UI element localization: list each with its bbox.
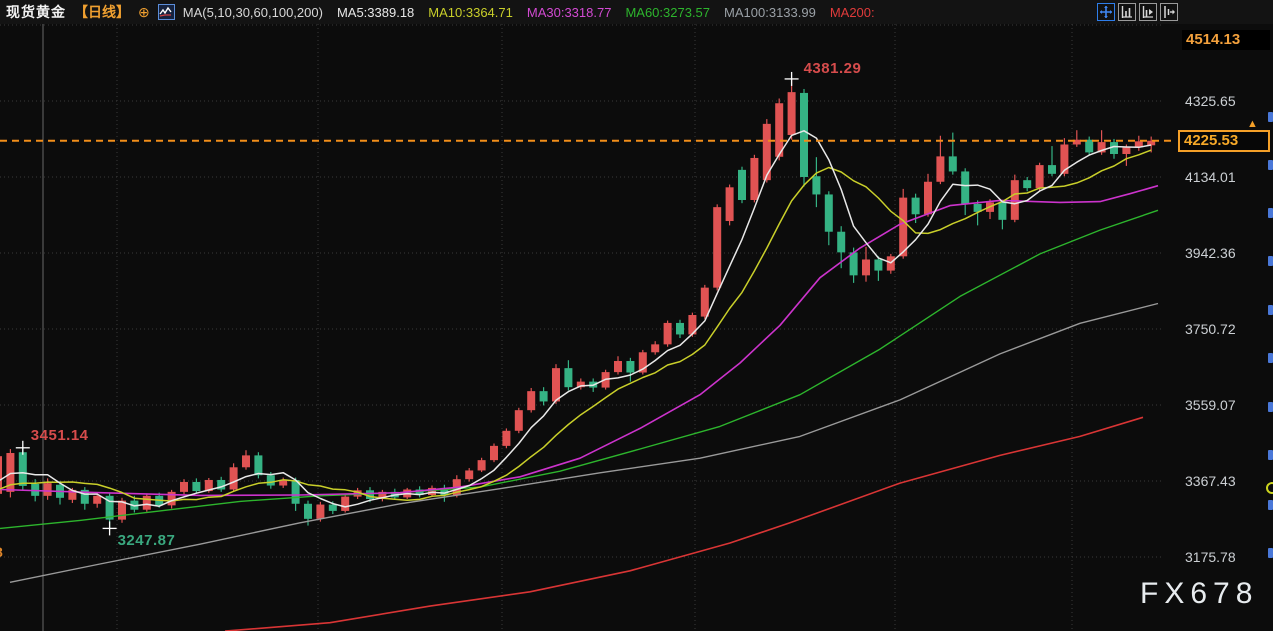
ma-value-4: MA60:3273.57	[625, 4, 711, 20]
window-high-label: 4381.29	[803, 59, 862, 77]
clipped-glyph-fragment	[1268, 353, 1273, 363]
clipped-glyph-fragment	[1268, 450, 1273, 460]
clipped-glyph-fragment	[1268, 402, 1273, 412]
pane-layout-play-icon[interactable]	[1139, 3, 1157, 21]
chart-toolbar	[1097, 3, 1178, 21]
ma-value-6: MA200:	[829, 4, 875, 20]
crosshair-move-icon[interactable]	[1097, 3, 1115, 21]
clipped-left-edge-glyph: 8	[0, 544, 3, 560]
watermark: FX678	[1140, 577, 1259, 610]
y-axis-label: 4325.65	[1185, 93, 1236, 109]
clipped-glyph-fragment	[1268, 208, 1273, 218]
y-axis-label: 3750.72	[1185, 320, 1236, 337]
y-axis-label: 3942.36	[1185, 244, 1236, 261]
current-price-value: 4225.53	[1184, 131, 1239, 149]
clipped-glyph-fragment	[1268, 256, 1273, 266]
symbol-name: 现货黄金	[6, 4, 66, 20]
clipped-glyph-fragment	[1268, 112, 1273, 122]
y-axis-label: 3175.78	[1185, 548, 1236, 565]
clipped-glyph-fragment	[1268, 305, 1273, 315]
ma-value-5: MA100:3133.99	[724, 4, 816, 20]
pane-layout-left-icon[interactable]	[1118, 3, 1136, 21]
clipped-glyph-fragment	[1268, 500, 1273, 510]
price-up-arrow-icon: ▲	[1247, 117, 1258, 130]
timeframe-label[interactable]: 【日线】	[74, 4, 130, 20]
current-price-tag: 4225.53	[1178, 129, 1270, 152]
chart-header: 现货黄金 【日线】 ⊕ MA(5,10,30,60,100,200) MA5:33…	[0, 0, 1273, 24]
ma-values-row: MA(5,10,30,60,100,200) MA5:3389.18 MA10:33…	[183, 5, 875, 20]
ma-value-0: MA(5,10,30,60,100,200)	[182, 4, 323, 20]
session-high-label: 4514.13	[1182, 30, 1270, 50]
pane-expand-right-icon[interactable]	[1160, 3, 1178, 21]
y-axis-label: 3559.07	[1185, 396, 1236, 413]
indicator-chart-icon[interactable]	[157, 4, 175, 20]
ma-value-3: MA30:3318.77	[526, 4, 612, 20]
clipped-glyph-fragment	[1268, 548, 1273, 558]
clipped-glyph-fragment	[1266, 482, 1273, 494]
window-low-label: 3247.87	[117, 532, 176, 550]
left-high-label: 3451.14	[30, 426, 89, 444]
y-axis-label: 3367.43	[1185, 472, 1236, 489]
ma-value-1: MA5:3389.18	[336, 4, 415, 20]
add-indicator-icon[interactable]: ⊕	[138, 4, 150, 20]
clipped-glyph-fragment	[1268, 160, 1273, 170]
ma-value-2: MA10:3364.71	[428, 4, 513, 20]
y-axis-label: 4134.01	[1185, 168, 1236, 185]
